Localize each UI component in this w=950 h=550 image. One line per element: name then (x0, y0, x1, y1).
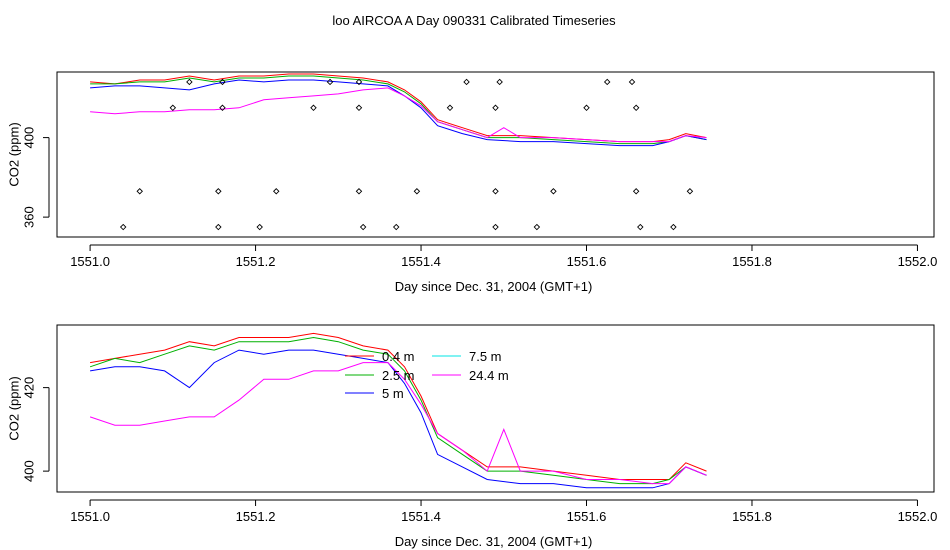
status-marker (637, 223, 644, 231)
series-line-2-5-m (89, 336, 707, 485)
series-line-5-m (90, 349, 707, 489)
status-marker (215, 223, 222, 231)
status-marker (496, 78, 503, 86)
legend-label-7-5-m: 7.5 m (469, 349, 502, 364)
series-line-2-5-m (90, 75, 707, 145)
x-tick-label: 1551.4 (401, 254, 441, 269)
series-line-5-m (90, 79, 707, 147)
status-marker (446, 104, 454, 112)
y-tick-label: 400 (21, 127, 36, 149)
legend-label-5-m: 5 m (382, 386, 404, 401)
x-tick-label: 1551.8 (732, 254, 772, 269)
status-marker (219, 104, 226, 112)
plot-frame (56, 71, 935, 238)
x-tick-label: 1551.0 (70, 254, 110, 269)
status-marker (359, 223, 367, 231)
status-marker (413, 188, 421, 195)
bottom-panel: 1551.0 1551.2 1551.4 1551.6 1551.8 1552.0 Day … (6, 324, 938, 549)
status-marker (215, 188, 222, 195)
status-marker (492, 188, 499, 195)
status-marker (136, 188, 143, 195)
x-tick-label: 1551.8 (732, 509, 772, 524)
x-tick-label: 1552.0 (898, 254, 938, 269)
y-axis-label: CO2 (ppm) (6, 122, 21, 186)
status-marker (603, 78, 611, 86)
y-tick-label: 420 (21, 377, 36, 399)
legend-label-0-4-m: 0.4 m (382, 349, 415, 364)
legend: 0.4 m 7.5 m 2.5 m 24.4 m 5 m (345, 349, 509, 401)
x-tick-label: 1551.6 (567, 254, 607, 269)
x-tick-label: 1551.2 (236, 509, 276, 524)
status-marker (355, 104, 363, 112)
legend-label-24-4-m: 24.4 m (469, 368, 509, 383)
status-marker (632, 188, 640, 195)
plot-frame (56, 324, 935, 493)
status-marker (686, 188, 694, 195)
status-marker (463, 78, 470, 86)
status-marker (550, 188, 557, 195)
status-marker (670, 223, 677, 231)
x-axis-label: Day since Dec. 31, 2004 (GMT+1) (395, 279, 593, 294)
status-marker (310, 104, 317, 112)
x-tick-label: 1551.6 (567, 509, 607, 524)
status-marker (219, 78, 226, 86)
series-line-24-4-m (89, 362, 707, 485)
legend-label-2-5-m: 2.5 m (382, 368, 415, 383)
chart-title: loo AIRCOA A Day 090331 Calibrated Times… (332, 13, 616, 28)
status-marker (392, 223, 400, 231)
status-marker (326, 78, 334, 86)
status-marker (533, 223, 541, 231)
status-marker (632, 104, 640, 112)
x-tick-label: 1551.2 (236, 254, 276, 269)
series-line-0-4-m (90, 73, 707, 143)
status-marker (355, 78, 363, 86)
status-marker (628, 78, 636, 86)
status-marker (355, 188, 363, 195)
series-line-24-4-m (90, 87, 707, 143)
status-marker (492, 104, 499, 112)
x-tick-label: 1551.0 (70, 509, 110, 524)
status-marker (583, 104, 590, 112)
y-tick-label: 360 (21, 206, 36, 228)
status-marker (119, 223, 127, 231)
status-marker (169, 104, 177, 112)
x-axis-label: Day since Dec. 31, 2004 (GMT+1) (395, 534, 593, 549)
y-tick-label: 400 (21, 460, 36, 482)
series-line-0-4-m (90, 332, 707, 480)
top-panel: 1551.0 1551.2 1551.4 1551.6 1551.8 1552.0 Day … (6, 71, 938, 294)
status-marker (256, 223, 263, 231)
status-marker (273, 188, 280, 195)
x-tick-label: 1551.4 (401, 509, 441, 524)
status-marker (186, 78, 193, 86)
y-axis-label: CO2 (ppm) (6, 376, 21, 440)
status-marker (492, 223, 499, 231)
x-tick-label: 1552.0 (898, 509, 938, 524)
